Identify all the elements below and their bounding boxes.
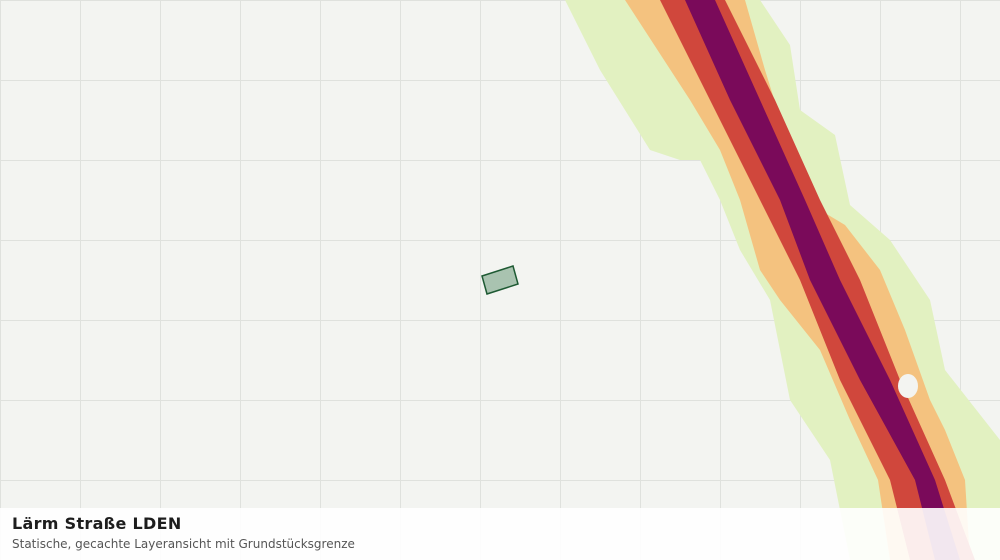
layer-title: Lärm Straße LDEN xyxy=(12,514,182,533)
noise-gap xyxy=(898,374,918,398)
layer-subtitle: Statische, gecachte Layeransicht mit Gru… xyxy=(12,537,355,551)
caption-bar: Lärm Straße LDEN Statische, gecachte Lay… xyxy=(0,508,1000,560)
noise-band-max xyxy=(685,0,960,560)
property-boundary xyxy=(481,265,519,295)
